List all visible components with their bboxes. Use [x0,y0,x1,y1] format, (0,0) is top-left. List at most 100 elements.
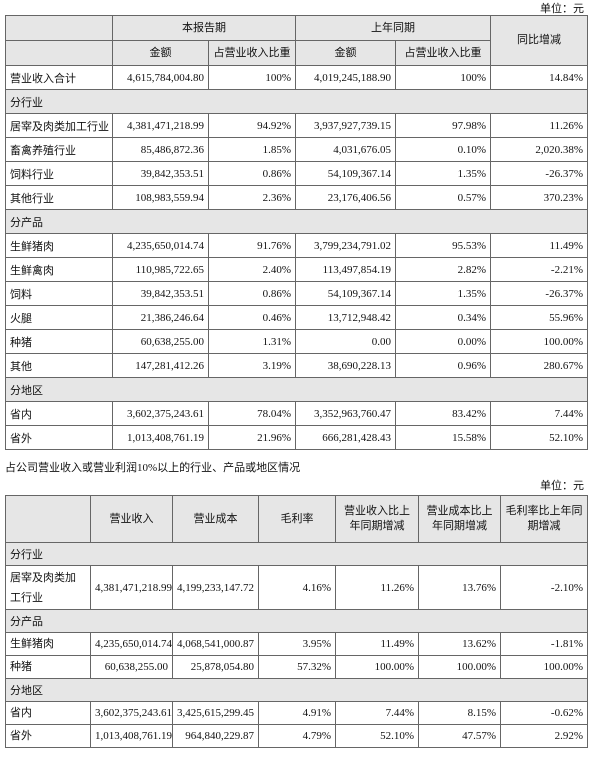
cell: 21.96% [208,425,296,450]
data-row: 省内 3,602,375,243.61 3,425,615,299.45 4.91% 7… [5,701,588,725]
row-label: 生鲜猪肉 [5,233,113,258]
header-cell: 占营业收入比重 [395,40,491,66]
cell: 39,842,353.51 [112,281,209,306]
header-cell: 占营业收入比重 [208,40,296,66]
cell: 25,878,054.80 [172,655,259,679]
cell: 83.42% [395,401,491,426]
row-label: 火腿 [5,305,113,330]
cell: 1.35% [395,281,491,306]
data-row: 种猪 60,638,255.00 25,878,054.80 57.32% 100.00… [5,655,588,679]
cell: 100.00% [418,655,501,679]
data-row: 其他行业 108,983,559.94 2.36% 23,176,406.56 0.57… [5,185,588,210]
cell: 38,690,228.13 [295,353,396,378]
header-cell: 本报告期 [112,15,296,41]
cell: 60,638,255.00 [112,329,209,354]
header-cell [5,40,113,66]
cell: 13.76% [418,565,501,610]
data-row: 饲料 39,842,353.51 0.86% 54,109,367.14 1.35% -2… [5,281,588,306]
row-label: 省外 [5,425,113,450]
data-row: 省外 1,013,408,761.19 21.96% 666,281,428.43 15… [5,425,588,450]
cell: 11.49% [490,233,588,258]
cell: 52.10% [490,425,588,450]
section-label: 分地区 [5,377,588,402]
cell: 60,638,255.00 [90,655,173,679]
data-row: 省外 1,013,408,761.19 964,840,229.87 4.79% 52.… [5,724,588,748]
cell: 4,381,471,218.99 [112,113,209,138]
unit-note: 单位：元 [540,3,584,15]
cell: 4,199,233,147.72 [172,565,259,610]
cell: 3,799,234,791.02 [295,233,396,258]
data-row: 省内 3,602,375,243.61 78.04% 3,352,963,760.47… [5,401,588,426]
cell: 2.92% [500,724,588,748]
cell: 39,842,353.51 [112,161,209,186]
cell: -2.10% [500,565,588,610]
cell: 0.96% [395,353,491,378]
row-label: 省内 [5,701,91,725]
row-label: 畜禽养殖行业 [5,137,113,162]
cell: 3.95% [258,632,336,656]
header-cell: 金额 [295,40,396,66]
cell: 964,840,229.87 [172,724,259,748]
cell: 4,381,471,218.99 [90,565,173,610]
cell: 3,602,375,243.61 [90,701,173,725]
cell: 1.31% [208,329,296,354]
row-label: 营业收入合计 [5,65,113,90]
cell: 47.57% [418,724,501,748]
cell: -1.81% [500,632,588,656]
data-row: 饲料行业 39,842,353.51 0.86% 54,109,367.14 1.35%… [5,161,588,186]
cell: 2.40% [208,257,296,282]
cell: 7.44% [335,701,419,725]
cell: 2.82% [395,257,491,282]
cell: 21,386,246.64 [112,305,209,330]
data-row: 生鲜猪肉 4,235,650,014.74 4,068,541,000.87 3.95… [5,632,588,656]
data-row: 生鲜禽肉 110,985,722.65 2.40% 113,497,854.19 2.8… [5,257,588,282]
header-cell: 营业成本 [172,495,259,543]
cell: 0.00% [395,329,491,354]
cell: 100% [208,65,296,90]
cell: 1.85% [208,137,296,162]
cell: -0.62% [500,701,588,725]
revenue-table: 本报告期 上年同期 同比增减 金额 占营业收入比重 金额 占营业收入比重 营业收入合计 4,… [5,15,588,450]
data-row: 生鲜猪肉 4,235,650,014.74 91.76% 3,799,234,791.… [5,233,588,258]
header-cell: 上年同期 [295,15,491,41]
section-label: 分行业 [5,89,588,114]
cell: 13,712,948.42 [295,305,396,330]
cell: 52.10% [335,724,419,748]
cell: 54,109,367.14 [295,161,396,186]
caption: 占公司营业收入或营业利润10%以上的行业、产品或地区情况 [5,462,301,474]
cell: 4,019,245,188.90 [295,65,396,90]
cell: 55.96% [490,305,588,330]
cell: 100.00% [490,329,588,354]
row-label: 种猪 [5,655,91,679]
row-label: 其他行业 [5,185,113,210]
cell: 0.57% [395,185,491,210]
cell: 4,235,650,014.74 [90,632,173,656]
cell: 4.91% [258,701,336,725]
cell: 100% [395,65,491,90]
row-label: 饲料 [5,281,113,306]
cell: 3,602,375,243.61 [112,401,209,426]
cell: 85,486,872.36 [112,137,209,162]
cell: 4,031,676.05 [295,137,396,162]
cell: 11.26% [490,113,588,138]
section-label: 分地区 [5,678,588,702]
cell: 1,013,408,761.19 [90,724,173,748]
cell: 94.92% [208,113,296,138]
cell: 0.00 [295,329,396,354]
cell: 95.53% [395,233,491,258]
data-row: 其他 147,281,412.26 3.19% 38,690,228.13 0.96% 2… [5,353,588,378]
section-row: 分产品 [5,209,588,234]
cell: 666,281,428.43 [295,425,396,450]
row-label: 饲料行业 [5,161,113,186]
row-label: 居宰及肉类加工行业 [5,113,113,138]
data-row: 营业收入合计 4,615,784,004.80 100% 4,019,245,188.… [5,65,588,90]
cell: 2,020.38% [490,137,588,162]
cell: 147,281,412.26 [112,353,209,378]
row-label: 生鲜猪肉 [5,632,91,656]
row-label: 省外 [5,724,91,748]
section-row: 分行业 [5,542,588,566]
header-cell: 营业收入比上年同期增减 [335,495,419,543]
header-cell [5,15,113,41]
